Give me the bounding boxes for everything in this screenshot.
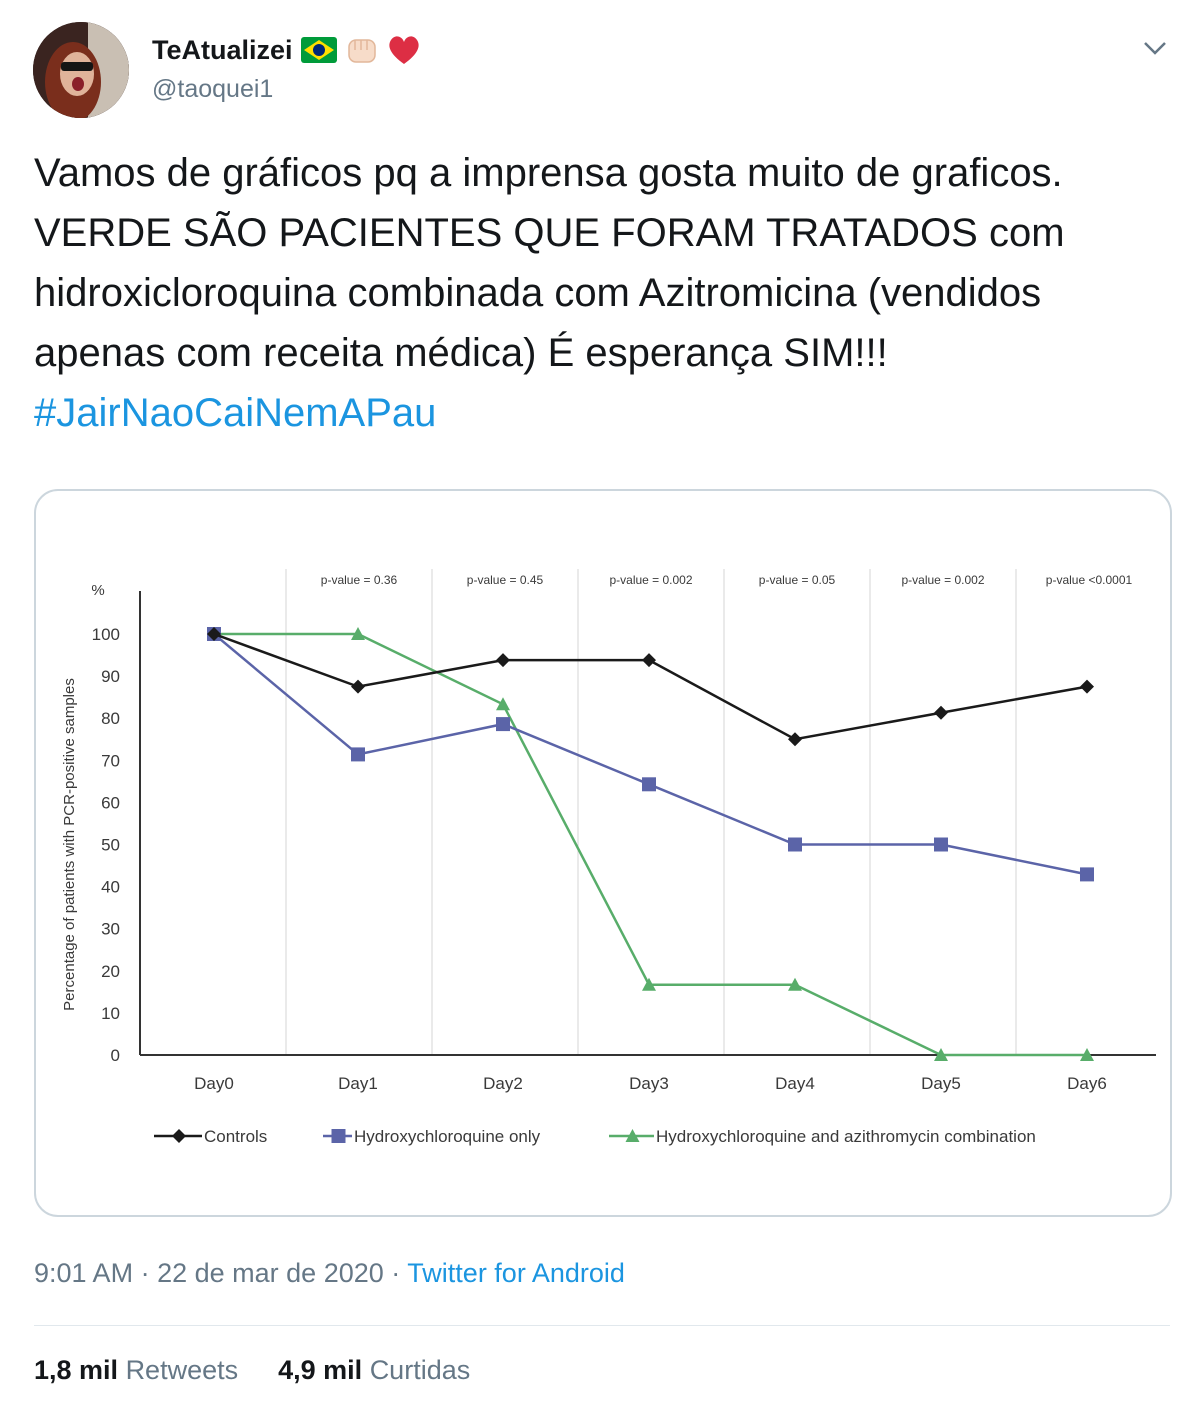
y-tick-label: 90	[101, 667, 120, 686]
x-tick-label: Day1	[338, 1074, 378, 1093]
data-point	[642, 977, 656, 991]
meta-separator: ·	[140, 1258, 150, 1288]
series-line	[213, 632, 1088, 741]
divider	[34, 1325, 1170, 1326]
data-point	[351, 679, 365, 694]
likes-label: Curtidas	[369, 1355, 471, 1385]
chevron-down-icon[interactable]	[1140, 36, 1170, 60]
x-tick-label: Day3	[629, 1074, 669, 1093]
data-point	[1080, 1048, 1094, 1061]
data-point	[207, 627, 221, 641]
y-tick-label: 30	[101, 920, 120, 939]
y-tick-label: 20	[101, 962, 120, 981]
data-point	[496, 717, 510, 732]
avatar[interactable]	[33, 22, 129, 118]
data-point	[496, 653, 510, 668]
brazil-flag-emoji	[300, 37, 337, 63]
tweet-text-body: Vamos de gráficos pq a imprensa gosta mu…	[34, 151, 1065, 375]
data-point	[934, 705, 948, 720]
tweet-date[interactable]: 22 de mar de 2020	[157, 1258, 384, 1288]
legend-label: Hydroxychloroquine only	[354, 1127, 541, 1146]
p-value-label: p-value = 0.05	[759, 573, 836, 587]
legend-marker	[172, 1129, 186, 1143]
retweets-stat[interactable]: 1,8 mil Retweets	[34, 1355, 238, 1386]
tweet-time[interactable]: 9:01 AM	[34, 1258, 134, 1288]
user-handle[interactable]: @taoquei1	[152, 75, 274, 103]
y-tick-label: 70	[101, 751, 120, 770]
avatar-image	[33, 22, 129, 118]
x-tick-label: Day2	[483, 1074, 523, 1093]
y-tick-label: 60	[101, 793, 120, 812]
data-point	[642, 777, 656, 792]
raised-fist-emoji	[347, 39, 376, 63]
y-tick-label: 10	[101, 1004, 120, 1023]
p-value-label: p-value = 0.002	[901, 573, 984, 587]
line-chart: % 0 10 20 30 40 50 60 70 80 90 100 Percentage of pat…	[61, 569, 1156, 1146]
x-tick-label: Day5	[921, 1074, 961, 1093]
y-tick-label: 80	[101, 709, 120, 728]
legend-marker	[331, 1129, 346, 1143]
data-point	[496, 697, 510, 711]
p-value-label: p-value <0.0001	[1046, 573, 1133, 587]
legend-label: Controls	[204, 1127, 267, 1146]
retweets-label: Retweets	[125, 1355, 239, 1385]
data-point	[351, 627, 365, 640]
y-tick-label: 50	[101, 836, 120, 855]
meta-separator-2: ·	[391, 1258, 401, 1288]
display-name-text: TeAtualizei	[152, 34, 293, 65]
display-name[interactable]: TeAtualizei	[152, 34, 421, 66]
likes-stat[interactable]: 4,9 mil Curtidas	[278, 1355, 470, 1386]
tweet-stats: 1,8 mil Retweets 4,9 mil Curtidas	[34, 1355, 470, 1386]
y-tick-label: 0	[111, 1046, 120, 1065]
data-point	[1080, 867, 1094, 882]
tweet-source-link[interactable]: Twitter for Android	[407, 1258, 625, 1288]
data-point	[934, 837, 948, 852]
hashtag-link[interactable]: #JairNaoCaiNemAPau	[34, 391, 437, 435]
chart-image[interactable]: % 0 10 20 30 40 50 60 70 80 90 100 Percentage of pat…	[34, 489, 1172, 1217]
x-tick-label: Day0	[194, 1074, 234, 1093]
p-value-label: p-value = 0.002	[609, 573, 692, 587]
legend-label: Hydroxychloroquine and azithromycin comb…	[656, 1127, 1036, 1146]
red-heart-emoji	[388, 36, 419, 64]
y-tick-label: 100	[92, 625, 120, 644]
legend-marker	[625, 1129, 640, 1142]
data-point	[642, 653, 656, 668]
retweets-count: 1,8 mil	[34, 1355, 119, 1385]
tweet-text: Vamos de gráficos pq a imprensa gosta mu…	[34, 143, 1164, 443]
series-line	[214, 632, 1087, 1057]
data-point	[788, 837, 802, 852]
y-tick-label: 40	[101, 878, 120, 897]
data-point	[1080, 679, 1094, 694]
y-axis-label: Percentage of patients with PCR-positive…	[61, 678, 78, 1011]
p-value-label: p-value = 0.36	[321, 573, 398, 587]
tweet-meta: 9:01 AM · 22 de mar de 2020 · Twitter fo…	[34, 1258, 625, 1289]
x-tick-label: Day6	[1067, 1074, 1107, 1093]
p-value-label: p-value = 0.45	[467, 573, 544, 587]
data-point	[788, 977, 802, 991]
data-point	[788, 732, 802, 747]
x-tick-label: Day4	[775, 1074, 815, 1093]
y-unit-label: %	[91, 582, 104, 599]
data-point	[934, 1048, 948, 1061]
likes-count: 4,9 mil	[278, 1355, 363, 1385]
data-point	[351, 747, 365, 762]
series-line	[213, 633, 1088, 876]
